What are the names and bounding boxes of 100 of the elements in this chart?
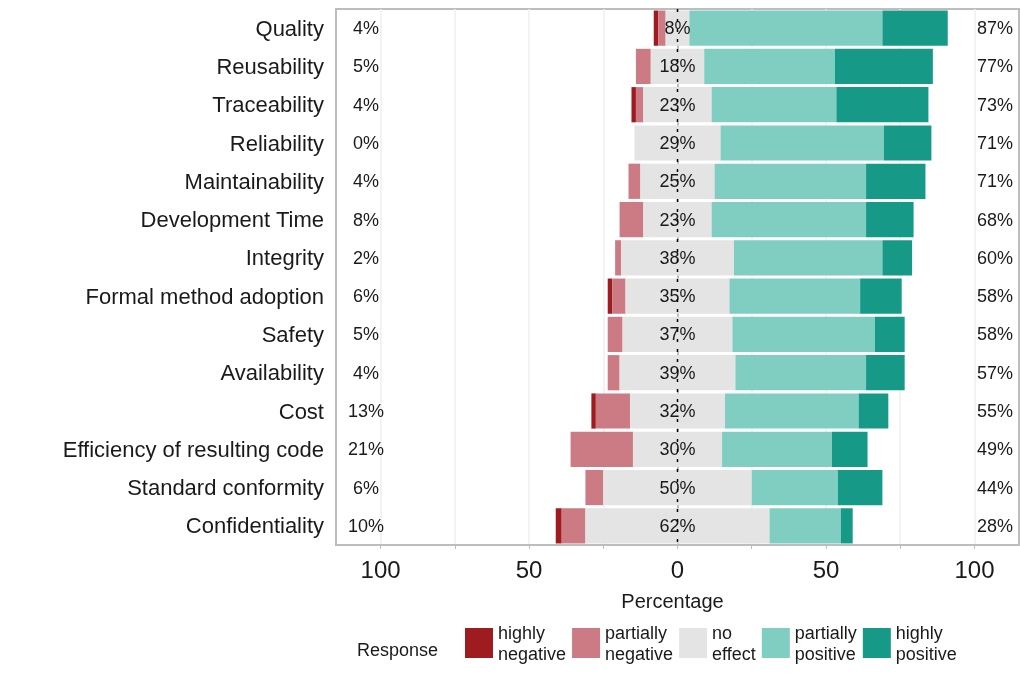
- annotation: 5%: [352, 324, 380, 345]
- bar: [725, 393, 859, 429]
- legend-label: no effect: [712, 622, 756, 664]
- bar: [635, 48, 651, 85]
- bar: [621, 240, 734, 276]
- data-label: 37%: [659, 324, 696, 345]
- bar: [860, 278, 902, 314]
- annotation: 2%: [352, 247, 380, 268]
- annotation: 6%: [352, 477, 380, 498]
- bar: [619, 355, 736, 391]
- annotation: 87%: [976, 18, 1014, 39]
- y-tick-label: Quality: [255, 15, 324, 41]
- annotation: 60%: [976, 247, 1014, 268]
- annotation: 55%: [976, 401, 1014, 421]
- bar: [634, 125, 721, 161]
- bar: [882, 10, 948, 46]
- legend-label: partially negative: [605, 622, 674, 664]
- x-tick-label: 100: [954, 555, 995, 583]
- annotation: 5%: [352, 56, 380, 77]
- bar: [658, 10, 666, 46]
- data-label: 38%: [659, 247, 696, 268]
- bar: [585, 469, 604, 506]
- annotation: 13%: [347, 401, 385, 421]
- data-label: 25%: [659, 171, 696, 192]
- data-label: 23%: [659, 209, 696, 230]
- y-tick-label: Reusability: [216, 53, 324, 79]
- bar: [711, 87, 837, 123]
- bar: [840, 508, 853, 544]
- y-tick-label: Maintainability: [184, 168, 324, 194]
- x-axis-title: Percentage: [621, 590, 724, 612]
- bar: [732, 316, 875, 353]
- bar: [635, 87, 644, 123]
- data-label: 29%: [659, 133, 696, 153]
- bar: [632, 431, 723, 467]
- bar: [643, 201, 712, 238]
- y-tick-label: Efficiency of resulting code: [62, 436, 324, 462]
- data-label: 50%: [659, 477, 696, 498]
- bar: [711, 201, 867, 238]
- bar: [643, 87, 712, 123]
- annotation: 8%: [352, 209, 380, 230]
- x-tick-label: 0: [670, 555, 685, 583]
- bar: [720, 125, 884, 161]
- bar: [629, 393, 726, 429]
- y-tick-label: Availability: [220, 360, 324, 386]
- bar: [733, 240, 883, 276]
- annotation: 58%: [976, 324, 1014, 345]
- bar: [625, 278, 730, 314]
- annotation: 58%: [976, 286, 1014, 307]
- x-tick-label: 50: [515, 555, 543, 583]
- data-label: 23%: [659, 94, 696, 115]
- bar: [883, 125, 932, 161]
- annotation: 57%: [976, 362, 1014, 383]
- data-label: 8%: [664, 18, 691, 39]
- bar: [722, 431, 832, 467]
- annotation: 73%: [976, 94, 1014, 115]
- data-label: 39%: [659, 362, 696, 383]
- bar: [837, 469, 883, 506]
- annotation: 4%: [352, 362, 380, 383]
- bar: [714, 163, 867, 199]
- annotation: 77%: [976, 56, 1014, 77]
- data-label: 30%: [659, 439, 696, 460]
- data-label: 18%: [659, 56, 696, 77]
- bar: [607, 355, 620, 391]
- bar: [831, 431, 868, 467]
- y-tick-label: Integrity: [245, 245, 324, 271]
- annotation: 71%: [976, 133, 1014, 153]
- legend-label: partially positive: [794, 622, 857, 664]
- bar: [689, 10, 883, 46]
- annotation: 28%: [976, 515, 1014, 536]
- bar: [631, 87, 636, 123]
- bar: [866, 201, 914, 238]
- bar: [735, 355, 867, 391]
- y-tick-label: Traceability: [212, 92, 324, 118]
- annotation: 21%: [347, 439, 385, 460]
- y-tick-label: Development Time: [140, 207, 324, 233]
- bar: [769, 508, 841, 544]
- annotation: 10%: [347, 515, 385, 536]
- bar: [615, 240, 622, 276]
- annotation: 4%: [352, 171, 380, 192]
- bar: [622, 316, 733, 353]
- bar: [866, 355, 905, 391]
- bar: [555, 508, 562, 544]
- y-tick-label: Cost: [278, 398, 324, 424]
- bar: [834, 48, 933, 85]
- annotation: 71%: [976, 171, 1014, 192]
- legend-title: Response: [357, 640, 439, 660]
- y-tick-label: Standard conformity: [127, 475, 324, 501]
- bar: [607, 316, 623, 353]
- annotation: 6%: [352, 286, 380, 307]
- y-tick-label: Confidentiality: [185, 513, 324, 539]
- annotation: 44%: [976, 477, 1014, 498]
- data-label: 35%: [659, 286, 696, 307]
- annotation: 4%: [352, 18, 380, 39]
- x-tick-label: 50: [812, 555, 840, 583]
- bar: [858, 393, 889, 429]
- legend-label: highly negative: [498, 622, 567, 664]
- y-tick-label: Reliability: [229, 130, 324, 156]
- annotation: 4%: [352, 94, 380, 115]
- bar: [640, 163, 715, 199]
- bar: [874, 316, 905, 353]
